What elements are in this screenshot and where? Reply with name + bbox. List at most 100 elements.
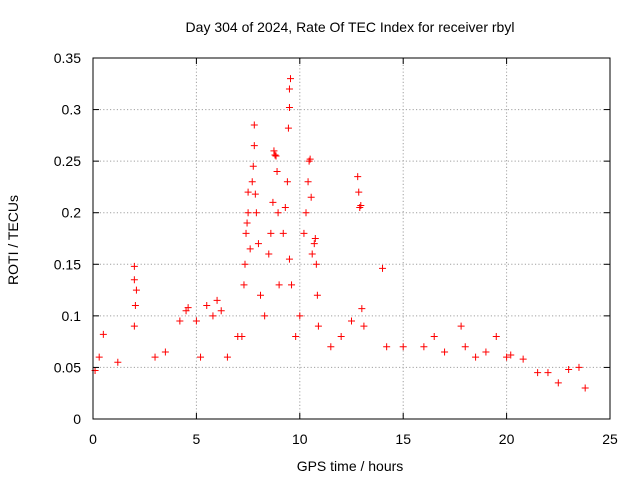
data-point xyxy=(261,312,269,320)
data-point xyxy=(241,260,249,268)
y-axis-label: ROTI / TECUs xyxy=(5,195,21,285)
data-point xyxy=(132,286,140,294)
data-point xyxy=(307,193,315,201)
data-point xyxy=(288,281,296,289)
data-point xyxy=(267,229,275,237)
data-point xyxy=(130,262,138,270)
data-point xyxy=(304,178,312,186)
data-point xyxy=(274,209,282,217)
data-point xyxy=(519,355,527,363)
data-point xyxy=(300,229,308,237)
data-point xyxy=(99,330,107,338)
data-point xyxy=(130,322,138,330)
data-point xyxy=(441,348,449,356)
data-point xyxy=(310,240,318,248)
data-point xyxy=(249,162,257,170)
data-point xyxy=(285,104,293,112)
data-point xyxy=(254,240,262,248)
data-point xyxy=(383,343,391,351)
data-point xyxy=(270,147,278,155)
x-tick-label: 5 xyxy=(193,431,201,447)
data-point xyxy=(399,343,407,351)
data-point xyxy=(286,75,294,83)
data-point xyxy=(285,85,293,93)
y-tick-labels: 0 0.05 0.1 0.15 0.2 0.25 0.3 0.35 xyxy=(54,50,81,427)
data-point xyxy=(246,245,254,253)
x-tick-label: 10 xyxy=(292,431,308,447)
data-point xyxy=(308,250,316,258)
y-tick-label: 0.1 xyxy=(62,308,82,324)
data-point xyxy=(327,343,335,351)
data-point xyxy=(292,332,300,340)
data-point xyxy=(492,332,500,340)
data-point xyxy=(242,229,250,237)
x-tick-label: 20 xyxy=(499,431,515,447)
data-point xyxy=(273,167,281,175)
x-tick-label: 0 xyxy=(89,431,97,447)
y-tick-label: 0.2 xyxy=(62,205,82,221)
data-point xyxy=(244,188,252,196)
data-point xyxy=(95,353,103,361)
data-point xyxy=(281,204,289,212)
plot-frame xyxy=(92,57,611,420)
data-point xyxy=(114,358,122,366)
data-point xyxy=(420,343,428,351)
data-point xyxy=(213,296,221,304)
data-point xyxy=(358,305,366,313)
data-point xyxy=(360,322,368,330)
data-point xyxy=(534,369,542,377)
data-point xyxy=(131,302,139,310)
y-tick-label: 0.3 xyxy=(62,102,82,118)
data-point xyxy=(507,351,515,359)
data-point xyxy=(355,188,363,196)
data-point xyxy=(472,353,480,361)
data-point xyxy=(461,343,469,351)
data-point xyxy=(203,302,211,310)
data-point xyxy=(197,353,205,361)
grid-lines xyxy=(93,58,610,419)
data-point xyxy=(250,121,258,129)
data-point xyxy=(244,209,252,217)
data-point xyxy=(243,219,251,227)
data-point xyxy=(430,332,438,340)
data-point xyxy=(313,291,321,299)
data-point xyxy=(482,348,490,356)
data-point xyxy=(176,317,184,325)
data-point xyxy=(257,291,265,299)
data-point xyxy=(312,260,320,268)
x-tick-labels: 0 5 10 15 20 25 xyxy=(89,431,618,447)
data-point xyxy=(238,332,246,340)
data-point xyxy=(279,229,287,237)
data-point xyxy=(240,281,248,289)
data-point xyxy=(217,307,225,315)
data-point xyxy=(248,178,256,186)
chart-title: Day 304 of 2024, Rate Of TEC Index for r… xyxy=(186,19,515,35)
x-tick-label: 25 xyxy=(602,431,618,447)
x-axis-label: GPS time / hours xyxy=(297,458,404,474)
data-point xyxy=(306,155,314,163)
y-tick-label: 0.25 xyxy=(54,153,81,169)
data-point xyxy=(275,281,283,289)
data-point xyxy=(269,198,277,206)
data-point xyxy=(337,332,345,340)
axis-ticks xyxy=(92,57,611,420)
data-point xyxy=(223,353,231,361)
y-tick-label: 0.35 xyxy=(54,50,81,66)
data-point xyxy=(209,312,217,320)
data-point xyxy=(565,365,573,373)
data-point xyxy=(357,201,365,209)
data-point xyxy=(272,152,280,160)
data-point xyxy=(271,151,279,159)
x-tick-label: 15 xyxy=(395,431,411,447)
data-point xyxy=(251,190,259,198)
data-point xyxy=(151,353,159,361)
data-point xyxy=(283,178,291,186)
data-point xyxy=(314,322,322,330)
data-point xyxy=(503,353,511,361)
data-point xyxy=(184,304,192,312)
data-point xyxy=(544,369,552,377)
data-point xyxy=(348,317,355,325)
data-point xyxy=(250,142,258,150)
